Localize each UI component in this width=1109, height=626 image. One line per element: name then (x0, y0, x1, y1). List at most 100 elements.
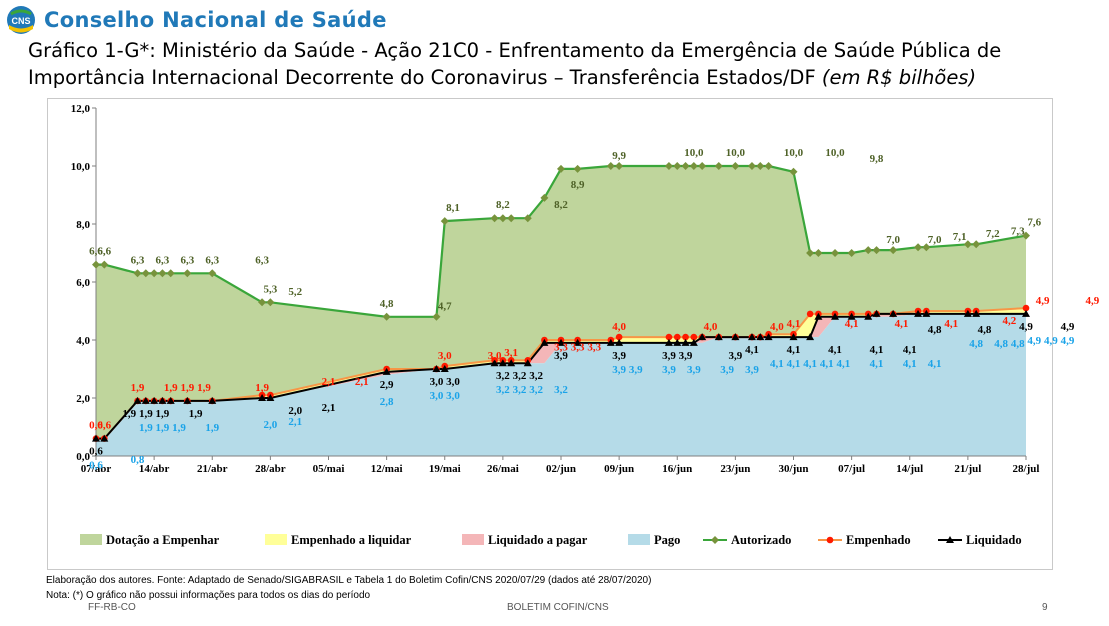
data-label-liquidado: 4,8 (928, 324, 942, 336)
data-label-pago: 4,1 (787, 358, 801, 370)
point-autorizado (731, 162, 740, 170)
data-label-autorizado: 7,0 (886, 234, 900, 246)
point-liquidado (258, 394, 267, 401)
data-label-pago: 3,9 (687, 364, 701, 376)
point-liquidado (1022, 309, 1030, 317)
data-label-liquidado: 4,9 (1019, 321, 1033, 333)
y-tick-label: 6,0 (76, 277, 90, 289)
point-liquidado (847, 312, 856, 320)
point-autorizado (664, 162, 673, 170)
data-label-empenhado: 1,9 (180, 382, 194, 394)
y-tick-label: 10,0 (71, 161, 91, 173)
data-label-liquidado: 2,1 (322, 402, 336, 414)
point-liquidado (747, 333, 756, 341)
point-autorizado (689, 162, 698, 170)
data-label-liquidado: 4,9 (1061, 321, 1075, 333)
point-empenhado (615, 333, 623, 341)
data-label-autorizado: 10,0 (784, 147, 804, 159)
data-label-pago: 4,8 (1011, 338, 1025, 350)
data-label-autorizado: 10,0 (684, 147, 704, 159)
cns-logo-icon: CNS (7, 6, 35, 34)
data-label-empenhado: 1,9 (164, 382, 178, 394)
x-tick-label: 21/abr (197, 463, 228, 475)
data-label-autorizado: 7,1 (953, 231, 967, 243)
point-liquidado (133, 396, 142, 404)
point-autorizado (266, 298, 275, 307)
point-liquidado (382, 367, 391, 375)
data-label-pago: 4,9 (1061, 335, 1075, 347)
point-autorizado (872, 246, 881, 255)
x-tick-label: 28/jul (1013, 463, 1040, 475)
point-empenhado (1022, 304, 1030, 312)
point-autorizado (606, 162, 615, 170)
data-label-empenhado: 3,0 (438, 350, 452, 362)
data-label-pago: 4,1 (803, 358, 817, 370)
point-autorizado (764, 162, 773, 170)
brand-name: Conselho Nacional de Saúde (44, 8, 387, 32)
point-liquidado (714, 333, 723, 341)
data-label-autorizado: 4,7 (438, 301, 452, 313)
point-liquidado (889, 309, 898, 317)
data-label-empenhado: 3,1 (504, 347, 518, 359)
x-tick-label: 07/abr (81, 463, 112, 475)
point-liquidado (831, 312, 840, 320)
point-liquidado (507, 359, 516, 367)
data-label-pago: 4,1 (870, 358, 884, 370)
data-label-autorizado: 6,3 (131, 254, 145, 266)
data-label-pago: 3,9 (745, 364, 759, 376)
data-label-empenhado: 4,2 (1003, 315, 1017, 327)
point-autorizado (831, 249, 840, 257)
point-liquidado (689, 338, 698, 346)
data-label-empenhado: 4,9 (1036, 295, 1050, 307)
data-label-empenhado: 1,9 (131, 382, 145, 394)
data-label-pago: 4,9 (1044, 335, 1058, 347)
point-autorizado (747, 162, 756, 170)
data-label-liquidado: 4,8 (978, 324, 992, 336)
point-empenhado (665, 333, 673, 341)
y-tick-label: 4,0 (76, 335, 90, 347)
x-tick-label: 16/jun (662, 463, 692, 475)
x-tick-label: 28/abr (255, 463, 286, 475)
data-label-autorizado: 6,3 (180, 254, 194, 266)
data-label-autorizado: 10,0 (825, 147, 845, 159)
line-liquidado (96, 312, 1026, 440)
data-label-pago: 3,2 (496, 384, 510, 396)
footer-center: BOLETIM COFIN/CNS (507, 602, 609, 613)
data-label-pago: 4,1 (770, 358, 784, 370)
data-label-pago: 4,8 (969, 338, 983, 350)
data-label-pago: 3,0 (446, 390, 460, 402)
data-label-liquidado: 4,1 (870, 344, 884, 356)
legend-label: Empenhado a liquidar (291, 533, 412, 547)
x-tick-label: 21/jul (954, 463, 981, 475)
data-label-pago: 3,9 (720, 364, 734, 376)
data-label-pago: 4,8 (994, 338, 1008, 350)
data-label-autorizado: 7,3 (1011, 225, 1025, 237)
data-label-pago: 3,2 (513, 384, 527, 396)
data-label-liquidado: 3,9 (679, 350, 693, 362)
legend-swatch (628, 534, 650, 545)
x-tick-label: 30/jun (779, 463, 809, 475)
x-tick-label: 02/jun (546, 463, 576, 475)
data-label-liquidado: 3,9 (662, 350, 676, 362)
data-label-liquidado: 4,1 (903, 344, 917, 356)
data-label-liquidado: 4,1 (787, 344, 801, 356)
data-label-empenhado: 3,3 (554, 341, 568, 353)
point-liquidado (681, 338, 690, 346)
data-label-pago: 1,9 (139, 422, 153, 434)
data-label-empenhado: 0,6 (89, 420, 103, 432)
point-autorizado (100, 260, 109, 269)
point-liquidado (100, 434, 109, 442)
point-autorizado (756, 162, 765, 170)
data-label-empenhado: 4,1 (895, 318, 909, 330)
point-autorizado (498, 214, 507, 223)
title-main: Gráfico 1-G*: Ministério da Saúde - Ação… (28, 39, 1002, 89)
point-autorizado (440, 217, 449, 226)
data-label-autorizado: 8,9 (571, 179, 585, 191)
point-autorizado (972, 240, 981, 249)
area-dotacao-a-empenhar (96, 166, 1026, 439)
point-autorizado (814, 249, 823, 257)
data-label-pago: 0,8 (131, 454, 145, 466)
point-liquidado (698, 333, 707, 341)
data-label-pago: 0,6 (89, 460, 103, 472)
point-autorizado (963, 240, 972, 249)
